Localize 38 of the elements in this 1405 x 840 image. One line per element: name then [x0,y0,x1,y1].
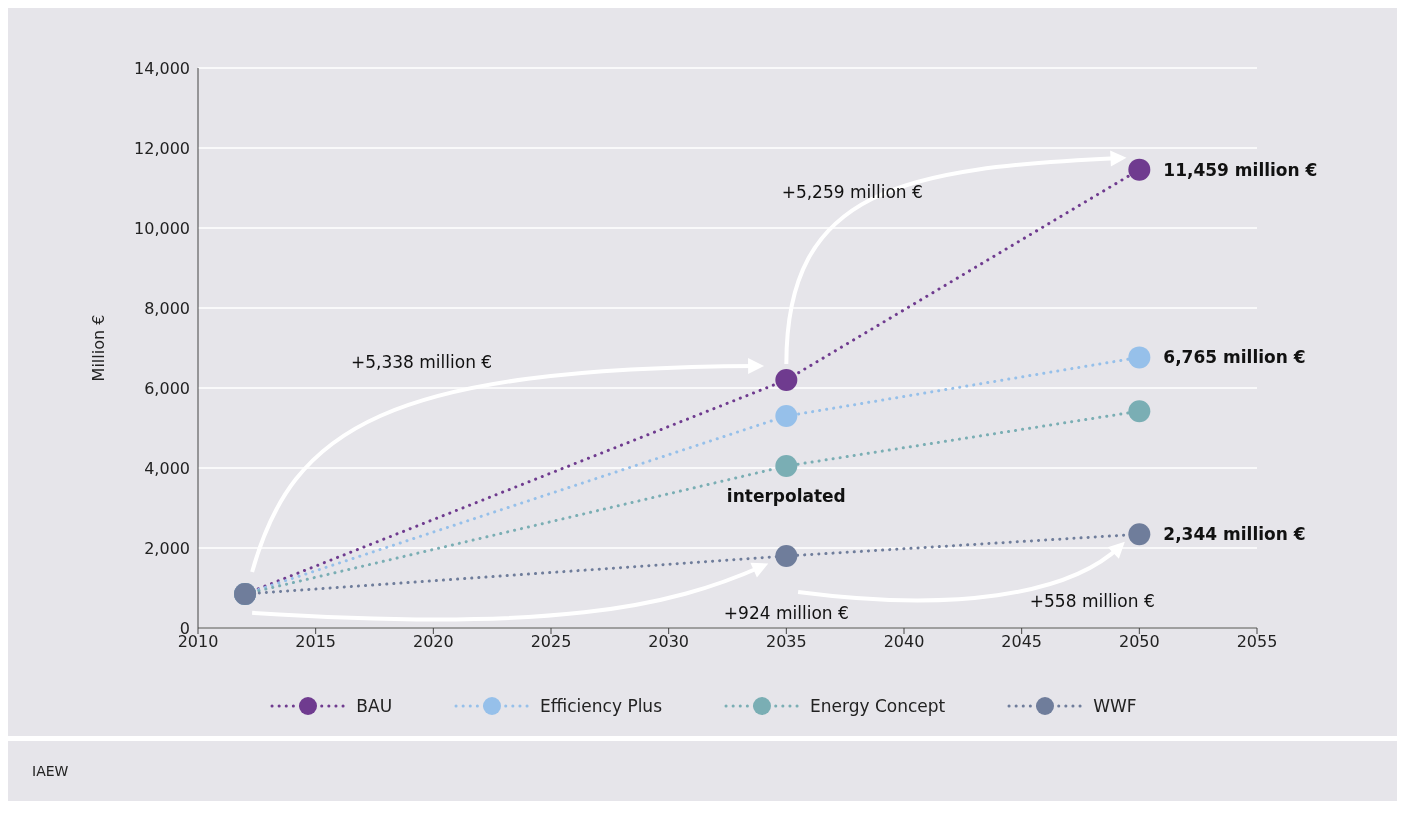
legend-label: Efficiency Plus [540,696,662,716]
x-tick-label: 2020 [412,632,454,652]
y-tick-label: 14,000 [134,58,190,78]
point [1128,158,1151,181]
data-label: 6,765 million € [1163,347,1306,368]
data-label: 11,459 million € [1163,159,1318,180]
point [1128,346,1151,369]
x-tick-label: 2055 [1236,632,1278,652]
x-tick-label: 2015 [295,632,337,652]
point [1128,400,1151,423]
x-tick-label: 2035 [765,632,807,652]
annotation: +5,338 million € [350,352,493,372]
point [775,405,798,427]
annotation: +558 million € [1029,591,1155,612]
y-tick-label: 8,000 [144,298,190,318]
point [775,369,798,391]
point [775,455,798,477]
y-tick-label: 10,000 [134,218,190,238]
x-tick-label: 2030 [648,632,690,652]
point [775,545,798,567]
data-label: 2,344 million € [1163,524,1306,545]
y-tick-label: 12,000 [134,138,190,158]
x-tick-label: 2045 [1001,632,1043,652]
y-tick-label: 6,000 [144,378,190,398]
legend-label: BAU [356,696,393,716]
point [1128,523,1151,546]
annotation: +5,259 million € [781,182,923,202]
x-tick-label: 2050 [1118,632,1160,652]
x-tick-label: 2040 [883,632,925,652]
x-tick-label: 2025 [530,632,572,652]
annotation: +924 million € [723,603,849,624]
legend-label: Energy Concept [810,696,946,716]
y-tick-label: 4,000 [144,458,190,478]
annotation: interpolated [726,486,846,506]
text: IAEW [32,763,70,779]
y-tick-label: 2,000 [144,538,190,558]
legend-label: WWF [1093,696,1137,716]
y-axis-title: Million € [88,314,108,382]
